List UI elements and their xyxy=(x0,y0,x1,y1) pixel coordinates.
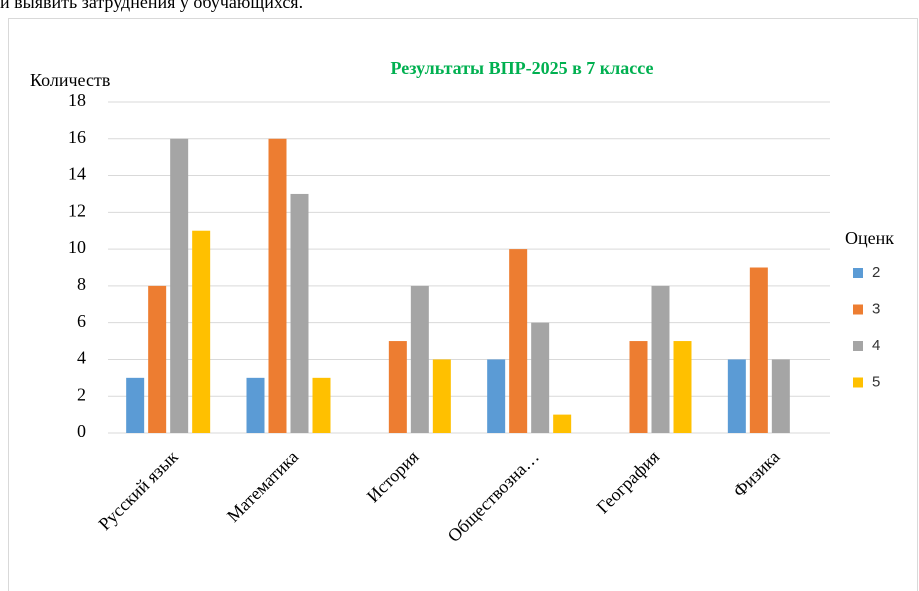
legend-swatch xyxy=(853,341,863,351)
bar xyxy=(192,230,211,433)
bar xyxy=(268,138,287,433)
y-tick-label: 6 xyxy=(77,311,86,331)
bar xyxy=(487,359,506,433)
y-tick-label: 8 xyxy=(77,274,86,294)
bar xyxy=(290,193,309,433)
y-tick-label: 16 xyxy=(68,127,86,147)
legend-swatch xyxy=(853,377,863,388)
y-tick-label: 12 xyxy=(68,200,86,220)
y-tick-label: 10 xyxy=(68,237,86,257)
bar xyxy=(553,414,572,433)
bar xyxy=(771,359,790,433)
y-tick-label: 18 xyxy=(68,90,86,110)
bar xyxy=(432,359,451,433)
legend-label: 5 xyxy=(872,373,880,390)
x-tick-label: История xyxy=(363,447,423,507)
bar xyxy=(651,285,670,433)
y-tick-label: 4 xyxy=(77,348,86,368)
x-tick-label: Обществозна… xyxy=(444,447,543,546)
bar xyxy=(246,377,265,433)
legend-label: 2 xyxy=(872,264,880,281)
header-text: и выявить затруднения у обучающихся. xyxy=(0,0,303,12)
chart-title: Результаты ВПР-2025 в 7 классе xyxy=(391,58,654,78)
legend-swatch xyxy=(853,304,863,315)
x-tick-label: География xyxy=(593,447,664,518)
legend-label: 4 xyxy=(872,337,880,354)
legend-title: Оценк xyxy=(845,228,894,248)
bar xyxy=(509,249,528,433)
bar xyxy=(629,341,648,433)
x-tick-label: Русский язык xyxy=(94,446,182,534)
bar xyxy=(410,285,429,433)
bar xyxy=(749,267,768,433)
y-tick-label: 0 xyxy=(77,421,86,441)
y-axis-label: Количеств xyxy=(30,70,110,90)
x-tick-label: Физика xyxy=(729,447,783,501)
legend-swatch xyxy=(853,268,863,278)
bar xyxy=(388,341,407,433)
bar xyxy=(531,322,550,433)
legend-label: 3 xyxy=(872,300,880,317)
bar xyxy=(312,377,331,433)
bar xyxy=(170,138,189,433)
y-tick-label: 14 xyxy=(68,164,86,184)
chart-border xyxy=(8,18,918,591)
bar xyxy=(148,285,167,433)
bar xyxy=(727,359,746,433)
bar xyxy=(673,341,692,433)
y-tick-label: 2 xyxy=(77,384,86,404)
bar xyxy=(126,377,145,433)
x-tick-label: Математика xyxy=(223,447,302,526)
